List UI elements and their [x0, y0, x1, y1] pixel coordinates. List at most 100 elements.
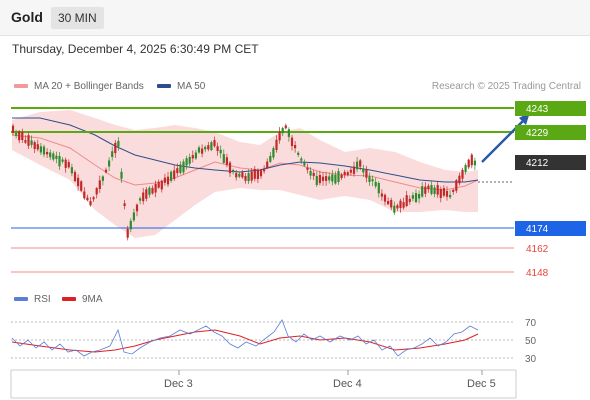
candle-body [374, 181, 377, 187]
candle-body [166, 176, 170, 185]
candle-body [297, 152, 300, 155]
candle-body [321, 176, 325, 181]
candle-body [27, 135, 30, 146]
candle-body [213, 140, 216, 147]
candle-body [210, 142, 213, 151]
candle-body [266, 161, 269, 169]
candle-body [145, 189, 148, 199]
candle-body [225, 157, 228, 165]
candle-body [284, 125, 287, 129]
candle-body [312, 172, 315, 177]
candle-body [318, 175, 321, 184]
bollinger-band [12, 110, 478, 238]
candle-body [405, 195, 408, 206]
level-label-4174: 4174 [515, 221, 586, 236]
candle-body [402, 202, 405, 208]
candle-body [154, 183, 157, 193]
candle-body [191, 155, 194, 159]
rsi-9ma-line [11, 329, 479, 353]
timeframe-badge[interactable]: 30 MIN [51, 7, 104, 29]
candle-body [458, 175, 461, 184]
candle-body [89, 201, 92, 206]
level-value-4174: 4174 [526, 224, 549, 235]
candle-body [108, 160, 111, 167]
candle-body [201, 148, 204, 154]
level-value-4148: 4148 [526, 268, 549, 279]
candle-body [126, 228, 129, 238]
candle-body [117, 140, 120, 147]
candle-body [433, 187, 436, 194]
candle-body [411, 195, 414, 199]
candle-body [352, 166, 356, 174]
legend-ma50: MA 50 [157, 81, 205, 92]
level-value-4243: 4243 [526, 104, 549, 115]
candle-body [160, 180, 163, 190]
candle-body [445, 191, 449, 197]
candle-body [204, 146, 207, 150]
candle-body [287, 129, 290, 137]
candle-body [452, 189, 455, 192]
candle-body [306, 167, 309, 170]
candle-body [424, 186, 427, 194]
candle-body [61, 159, 64, 162]
candle-body [340, 174, 343, 178]
candle-body [77, 177, 80, 187]
candle-body [39, 146, 42, 153]
level-label-4243: 4243 [515, 101, 586, 116]
candle-body [383, 194, 387, 202]
candle-body [228, 162, 232, 174]
candle-body [104, 169, 108, 173]
candle-body [247, 173, 250, 182]
candle-body [250, 171, 253, 181]
top-bar: Gold 30 MIN [0, 0, 590, 36]
candle-body [399, 200, 402, 208]
candle-body [439, 189, 442, 198]
candle-body [300, 158, 303, 161]
candle-body [49, 152, 52, 158]
candle-body [356, 161, 359, 170]
level-label-4229: 4229 [515, 125, 586, 140]
candle-body [325, 176, 328, 181]
9ma-swatch-icon [62, 297, 76, 302]
candle-body [387, 201, 390, 205]
candle-body [194, 152, 197, 159]
x-tick-dec4: Dec 4 [333, 378, 362, 390]
ma50-line [12, 117, 479, 183]
candle-body [349, 169, 352, 173]
candle-body [414, 193, 418, 202]
candle-body [173, 170, 176, 179]
candlesticks [11, 123, 476, 241]
legend-9ma: 9MA [62, 294, 103, 305]
candle-body [418, 194, 421, 199]
candle-body [467, 159, 470, 168]
candle-body [256, 170, 259, 179]
candle-body [114, 142, 117, 154]
candle-body [263, 169, 266, 172]
candle-body [30, 140, 33, 145]
candle-body [430, 185, 433, 194]
level-value-4212: 4212 [526, 158, 549, 169]
candle-body [272, 148, 275, 158]
candle-body [377, 183, 380, 194]
candle-body [219, 149, 222, 154]
rsi-tick-70: 70 [525, 318, 537, 329]
candle-body [176, 168, 179, 174]
ma50-swatch-icon [157, 84, 171, 89]
candle-body [24, 140, 27, 143]
candle-body [18, 131, 21, 141]
candle-body [46, 152, 49, 155]
legend-ma50-label: MA 50 [177, 81, 206, 92]
candle-body [42, 146, 46, 155]
candle-body [67, 162, 70, 168]
candle-body [185, 158, 188, 166]
candle-body [244, 176, 247, 181]
candle-body [170, 171, 173, 181]
candle-body [343, 171, 346, 176]
candle-body [207, 145, 210, 150]
instrument-symbol[interactable]: Gold [11, 9, 43, 25]
candle-body [188, 157, 191, 164]
candle-body [64, 159, 67, 168]
candle-body [148, 187, 151, 195]
credit-text: Research © 2025 Trading Central [431, 81, 581, 92]
